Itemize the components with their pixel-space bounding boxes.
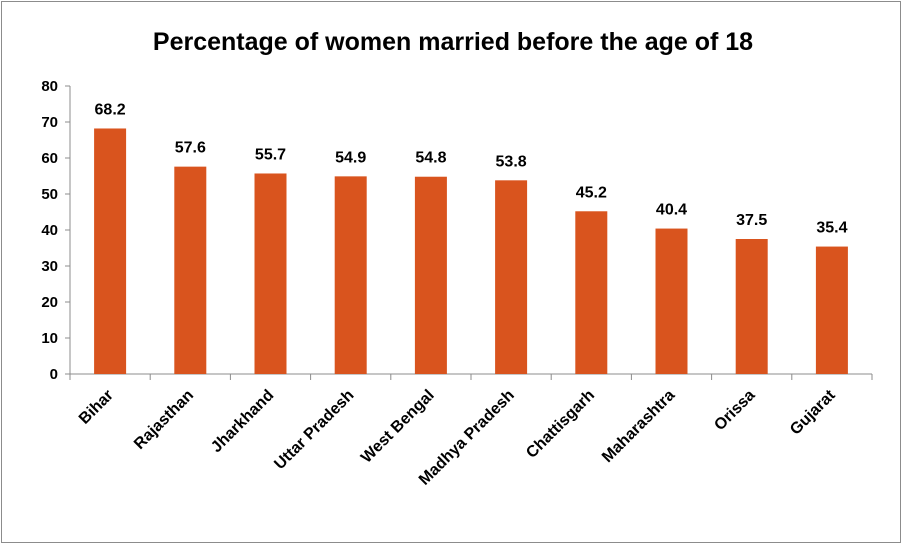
y-tick-label: 10 — [41, 330, 58, 347]
bar — [254, 173, 287, 374]
bar — [575, 211, 608, 374]
data-label: 68.2 — [95, 101, 126, 118]
y-tick-label: 70 — [41, 114, 58, 131]
data-label: 54.8 — [415, 150, 446, 167]
data-label: 40.4 — [656, 202, 687, 219]
x-tick-label: Gujarat — [787, 386, 839, 438]
x-tick-label: West Bengal — [358, 387, 438, 467]
bar — [174, 166, 207, 374]
bar — [815, 246, 848, 374]
x-tick-label: Jharkhand — [208, 387, 277, 456]
x-axis — [69, 373, 873, 380]
x-tick-label: Chattisgarh — [523, 387, 598, 462]
x-tick-label: Rajasthan — [131, 387, 197, 453]
x-tick-label: Uttar Pradesh — [271, 387, 357, 473]
bar — [414, 176, 447, 374]
bars — [94, 128, 848, 374]
chart-title: Percentage of women married before the a… — [153, 28, 753, 56]
y-tick-label: 60 — [41, 150, 58, 167]
bar — [495, 180, 528, 374]
bar — [94, 128, 127, 374]
y-tick-label: 20 — [41, 294, 58, 311]
bar — [334, 176, 367, 374]
bar — [655, 228, 688, 374]
data-label: 35.4 — [816, 220, 847, 237]
data-label: 53.8 — [496, 153, 527, 170]
bar — [735, 239, 768, 374]
data-label: 54.9 — [335, 149, 366, 166]
y-axis: 0 10 20 30 40 50 60 70 80 — [41, 78, 71, 383]
data-label: 45.2 — [576, 184, 607, 201]
x-tick-label: Orissa — [711, 387, 758, 434]
data-label: 57.6 — [175, 140, 206, 157]
x-tick-label: Maharashtra — [599, 387, 678, 466]
data-labels: 68.2 57.6 55.7 54.9 54.8 53.8 45.2 40.4 37.5 35.4 — [95, 101, 848, 236]
y-tick-label: 80 — [41, 78, 58, 95]
y-tick-label: 30 — [41, 258, 58, 275]
data-label: 37.5 — [736, 212, 767, 229]
y-tick-label: 40 — [41, 222, 58, 239]
data-label: 55.7 — [255, 146, 286, 163]
x-tick-label: Bihar — [76, 387, 117, 428]
y-tick-label: 50 — [41, 186, 58, 203]
y-tick-label: 0 — [50, 366, 58, 383]
